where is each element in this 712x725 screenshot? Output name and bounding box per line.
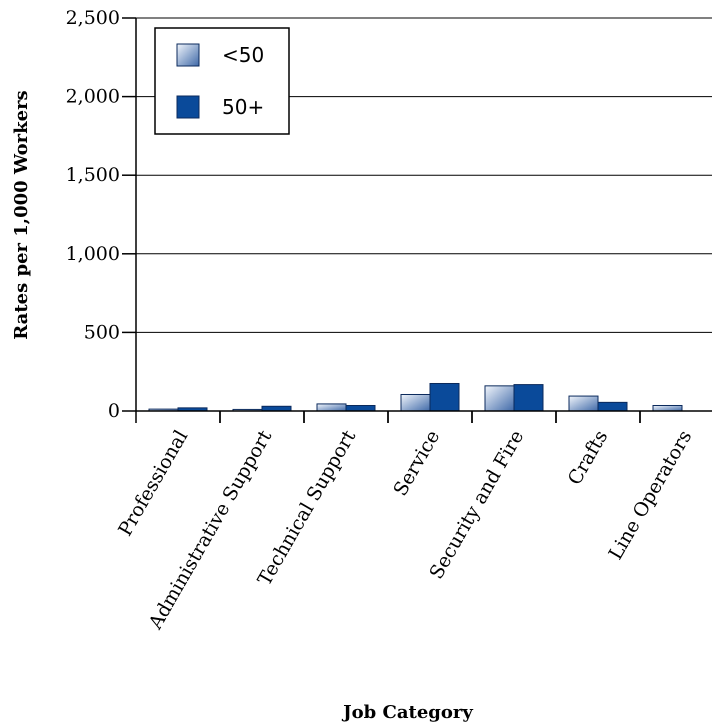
bar-series-2 (597, 401, 628, 412)
y-tick-label: 2,000 (66, 86, 120, 108)
bars-layer (148, 382, 683, 412)
x-axis-title: Job Category (341, 702, 473, 723)
legend-label-series-2: 50+ (222, 95, 264, 119)
bar-series-1 (316, 403, 347, 412)
x-tick-label: Crafts (564, 427, 613, 489)
bar-series-2 (345, 404, 376, 412)
bar-series-1 (400, 393, 431, 412)
y-axis-title: Rates per 1,000 Workers (11, 90, 32, 339)
y-tick-label: 500 (84, 321, 120, 343)
axes-layer (122, 17, 712, 423)
x-tick-label: Professional (114, 427, 192, 540)
bar-series-1 (568, 395, 599, 412)
y-tick-label: 1,000 (66, 243, 120, 265)
x-tick-label: Service (389, 427, 444, 500)
bar-series-1 (484, 385, 515, 412)
x-tick-label: Security and Fire (425, 427, 528, 584)
bar-series-2 (429, 382, 460, 412)
legend-swatch-series-1 (176, 43, 200, 67)
legend-swatch-series-2 (176, 95, 200, 119)
y-tick-label: 1,500 (66, 164, 120, 186)
legend-label-series-1: <50 (222, 43, 264, 67)
y-tick-label: 2,500 (66, 7, 120, 29)
y-tick-label: 0 (108, 400, 120, 422)
x-tick-label: Line Operators (605, 427, 697, 564)
legend: <50 50+ (154, 27, 290, 135)
bar-series-1 (652, 404, 683, 412)
x-tick-label: Technical Support (254, 426, 361, 589)
bar-series-2 (513, 384, 544, 412)
